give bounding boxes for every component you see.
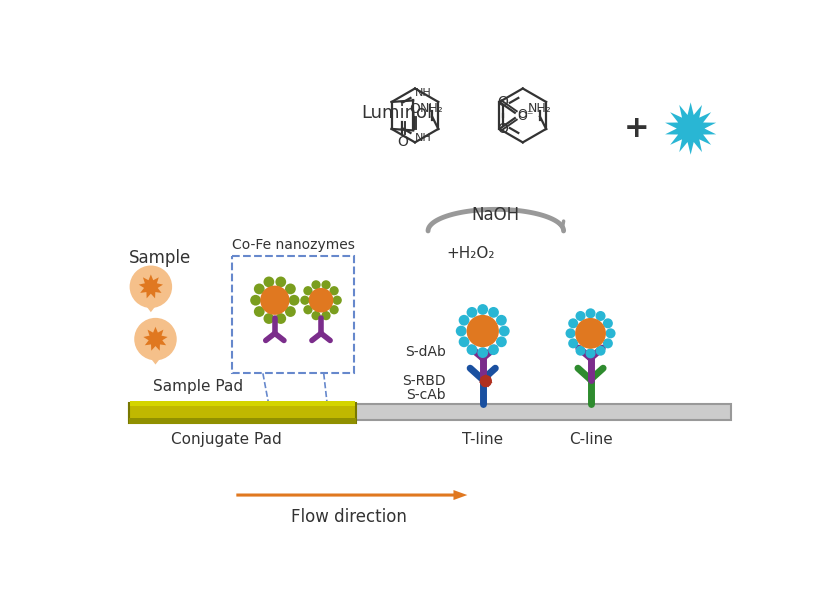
Text: O: O [398, 135, 409, 149]
Circle shape [477, 347, 488, 358]
Circle shape [477, 304, 488, 315]
Circle shape [575, 318, 606, 349]
Circle shape [311, 280, 320, 289]
Text: O: O [497, 95, 508, 109]
Text: S-cAb: S-cAb [406, 388, 446, 402]
Circle shape [565, 328, 576, 339]
Bar [232, 256, 354, 373]
Text: C-line: C-line [569, 432, 612, 447]
Circle shape [129, 266, 172, 308]
Circle shape [488, 307, 499, 318]
Text: NaOH: NaOH [472, 206, 520, 224]
Circle shape [304, 286, 313, 295]
Circle shape [311, 311, 320, 320]
Circle shape [596, 346, 606, 356]
Text: Sample: Sample [128, 249, 190, 267]
Text: Sample Pad: Sample Pad [153, 379, 243, 394]
Polygon shape [143, 327, 168, 351]
Circle shape [603, 339, 612, 348]
Text: O: O [409, 102, 420, 116]
Circle shape [586, 308, 596, 319]
Circle shape [285, 306, 296, 317]
Circle shape [488, 344, 499, 355]
FancyArrow shape [237, 490, 467, 500]
Polygon shape [479, 374, 492, 387]
Text: +H₂O₂: +H₂O₂ [446, 246, 495, 261]
Circle shape [285, 284, 296, 294]
Circle shape [459, 336, 470, 347]
Circle shape [254, 306, 264, 317]
Polygon shape [139, 297, 163, 312]
Circle shape [289, 295, 300, 306]
Text: NH₂: NH₂ [527, 102, 551, 115]
Circle shape [263, 276, 274, 287]
Text: NH: NH [414, 88, 431, 98]
Circle shape [330, 305, 339, 314]
Text: NH: NH [414, 133, 431, 143]
Circle shape [330, 286, 339, 295]
Text: S-dAb: S-dAb [405, 345, 446, 359]
Text: S-RBD: S-RBD [402, 374, 446, 388]
Bar [128, 418, 356, 424]
Text: O⁻: O⁻ [517, 110, 534, 123]
Bar [128, 403, 356, 423]
Circle shape [134, 318, 177, 361]
Circle shape [496, 315, 507, 326]
Text: O: O [497, 122, 508, 136]
Bar [130, 401, 355, 406]
Circle shape [466, 344, 477, 355]
Circle shape [568, 319, 578, 328]
Circle shape [275, 313, 286, 324]
Circle shape [263, 313, 274, 324]
Circle shape [568, 339, 578, 348]
Bar [128, 404, 731, 420]
Text: O⁻: O⁻ [517, 108, 534, 121]
Circle shape [466, 307, 477, 318]
Circle shape [576, 346, 586, 356]
Circle shape [254, 284, 264, 294]
Text: Luminol: Luminol [361, 104, 432, 122]
Circle shape [499, 326, 509, 336]
Circle shape [300, 295, 310, 305]
Circle shape [466, 315, 499, 347]
Polygon shape [138, 275, 163, 298]
Text: Co-Fe nanozymes: Co-Fe nanozymes [232, 239, 355, 253]
Text: +: + [624, 114, 649, 143]
Circle shape [304, 305, 313, 314]
Circle shape [321, 280, 331, 289]
Text: T-line: T-line [462, 432, 503, 447]
Text: NH₂: NH₂ [420, 102, 443, 115]
Circle shape [596, 311, 606, 321]
Text: Flow direction: Flow direction [291, 508, 407, 526]
Circle shape [321, 311, 331, 320]
Circle shape [480, 375, 492, 387]
Polygon shape [665, 102, 717, 155]
Circle shape [250, 295, 261, 306]
Circle shape [459, 315, 470, 326]
Circle shape [576, 311, 586, 321]
Circle shape [496, 336, 507, 347]
Circle shape [275, 276, 286, 287]
Circle shape [586, 348, 596, 358]
Text: Conjugate Pad: Conjugate Pad [171, 432, 282, 447]
Circle shape [260, 286, 289, 315]
Circle shape [606, 328, 616, 339]
Polygon shape [144, 350, 167, 365]
Circle shape [332, 295, 341, 305]
Circle shape [309, 288, 333, 312]
Circle shape [456, 326, 466, 336]
Circle shape [603, 319, 612, 328]
